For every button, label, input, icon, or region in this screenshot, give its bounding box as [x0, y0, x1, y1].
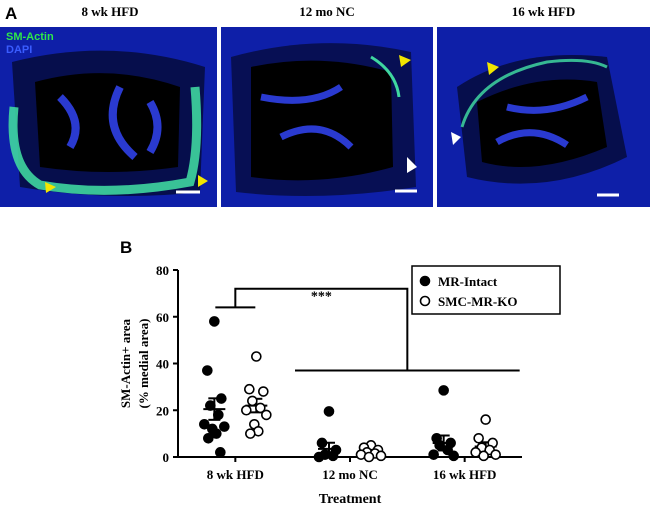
y-tick-label: 20: [156, 403, 169, 418]
data-point: [251, 351, 262, 362]
data-point: [448, 450, 459, 462]
data-point: [255, 402, 266, 414]
data-point: [213, 409, 224, 421]
legend-label: SMC-MR-KO: [438, 294, 517, 309]
data-point: [219, 421, 230, 432]
yellow-arrow-icon: [399, 55, 411, 67]
data-point: [434, 440, 445, 451]
micrograph-8wk-hfd: SM-Actin DAPI: [0, 27, 217, 207]
data-point: [205, 400, 216, 411]
image-title-12mo-nc: 12 mo NC: [299, 4, 355, 19]
y-tick-label: 80: [156, 263, 169, 278]
x-tick-label: 8 wk HFD: [207, 467, 264, 482]
legend-marker: [419, 275, 431, 287]
data-point: [245, 428, 256, 439]
data-point: [473, 433, 484, 444]
data-point: [203, 433, 214, 444]
y-tick-label: 0: [163, 450, 170, 465]
data-point: [323, 406, 335, 417]
significance-label: ***: [311, 290, 332, 305]
panel-a-label: A: [5, 4, 18, 23]
data-point: [209, 316, 220, 327]
data-point: [316, 437, 328, 449]
legend-box: [411, 265, 561, 315]
overlay-label-dapi: DAPI: [6, 44, 33, 56]
data-point: [258, 386, 269, 397]
data-point: [247, 395, 258, 407]
data-point: [438, 385, 449, 396]
overlay-label-sm-actin: SM-Actin: [6, 31, 54, 43]
data-point: [215, 447, 226, 458]
x-tick-label: 12 mo NC: [322, 467, 378, 482]
data-point: [478, 450, 489, 462]
y-tick-label: 40: [156, 357, 169, 372]
yellow-arrow-icon: [487, 62, 499, 75]
white-arrow-icon: [407, 157, 417, 173]
y-axis-label-line2: (% medial area): [136, 318, 151, 408]
data-point: [490, 449, 501, 460]
image-title-16wk-hfd: 16 wk HFD: [511, 4, 576, 19]
yellow-arrow-icon: [198, 175, 208, 187]
image-title-8wk-hfd: 8 wk HFD: [81, 4, 139, 19]
micrograph-12mo-nc: [221, 27, 433, 207]
data-point: [244, 383, 255, 395]
sm-actin-ring: [8, 86, 202, 195]
white-arrow-icon: [451, 132, 461, 145]
legend-marker: [419, 295, 431, 307]
data-point: [313, 451, 325, 463]
data-point: [202, 365, 213, 376]
yellow-arrow-icon: [45, 182, 56, 193]
y-axis-label: SM-Actin+ area: [118, 318, 133, 408]
y-tick-label: 60: [156, 310, 169, 325]
data-point: [375, 450, 387, 462]
data-point: [327, 450, 339, 462]
data-point: [216, 393, 227, 404]
data-point: [261, 409, 272, 421]
legend-label: MR-Intact: [438, 274, 498, 289]
data-point: [199, 418, 210, 430]
significance-bracket: [215, 287, 520, 372]
panel-b-label: B: [120, 238, 133, 257]
data-point: [363, 451, 375, 463]
data-point: [241, 404, 252, 416]
scatter-chart: 0 20 40 60 80 8 wk HFD 12 mo NC 16 wk HFD Treatm…: [118, 263, 561, 507]
data-point: [428, 449, 439, 460]
data-point: [480, 414, 491, 425]
x-axis-label: Treatment: [319, 492, 382, 507]
data-point: [211, 428, 222, 439]
micrograph-16wk-hfd: [437, 27, 650, 207]
x-tick-label: 16 wk HFD: [433, 467, 497, 482]
